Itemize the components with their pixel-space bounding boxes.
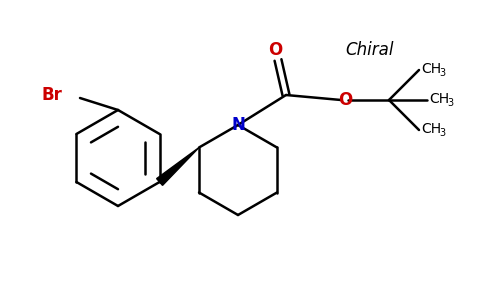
Text: O: O — [338, 91, 352, 109]
Text: 3: 3 — [439, 68, 445, 78]
Text: Br: Br — [41, 86, 62, 104]
Text: N: N — [231, 116, 245, 134]
Text: 3: 3 — [447, 98, 453, 108]
Text: Chiral: Chiral — [346, 41, 394, 59]
Text: 3: 3 — [439, 128, 445, 138]
Text: CH: CH — [429, 92, 449, 106]
Text: CH: CH — [421, 62, 441, 76]
Text: CH: CH — [421, 122, 441, 136]
Polygon shape — [157, 148, 199, 185]
Text: O: O — [268, 41, 282, 59]
